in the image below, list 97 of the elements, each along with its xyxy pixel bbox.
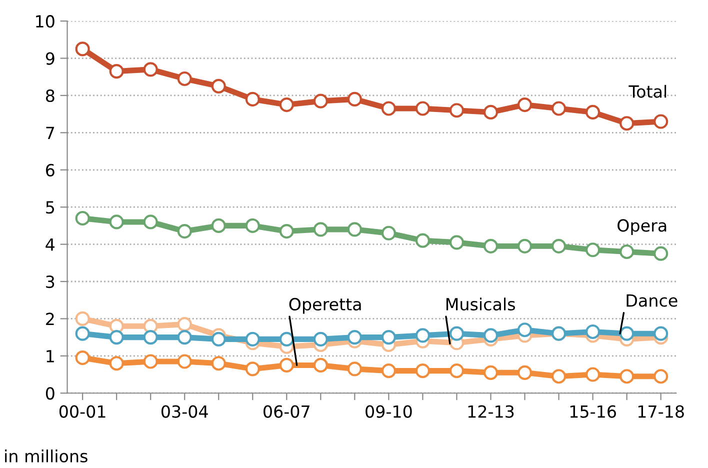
point [449,326,464,341]
y-tick-label: 10 [36,15,54,28]
point [211,332,226,346]
point [381,330,396,345]
point [415,233,430,248]
point [586,324,600,340]
point [551,369,566,384]
point [177,71,192,86]
point [313,222,328,237]
point [245,362,260,376]
point [313,332,328,346]
point [75,210,90,226]
x-tick-label: 17-18 [638,405,684,418]
y-tick-label: 8 [46,89,54,102]
point [75,311,90,326]
point [381,364,396,378]
point [517,322,532,338]
point [279,358,294,373]
point [211,356,226,371]
point [654,326,668,341]
point [109,214,124,230]
point [654,369,668,384]
text: Operetta [289,298,361,314]
x-tick-label: 06-07 [264,405,310,418]
point [620,116,634,131]
y-tick-label: 5 [46,201,54,214]
point [109,64,124,79]
text: in millions [5,450,88,462]
point [449,364,464,378]
point [143,330,158,345]
y-tick-label: 3 [46,275,54,288]
point [654,246,668,261]
point [177,354,192,369]
point [75,350,90,366]
point [245,332,260,346]
point [279,332,294,346]
y-tick-label: 6 [46,164,54,176]
x-tick-label: 00-01 [59,405,106,418]
point [177,316,192,332]
point [483,365,498,380]
point [381,226,396,240]
y-tick-label: 0 [46,387,54,400]
point [177,224,192,239]
point [449,103,464,118]
series-label: Opera [618,219,666,235]
series-label: Musicals [446,298,515,311]
point [313,358,328,373]
x-tick-label: 15-16 [570,405,616,418]
y-tick-label: 4 [46,238,55,251]
point [586,367,600,382]
point [143,62,158,77]
point [415,364,430,378]
point [449,235,464,250]
point [211,78,226,94]
series-label: Dance [626,294,678,307]
point [483,104,498,120]
point [551,238,566,254]
point [109,356,124,371]
x-tick-label: 12-13 [468,405,514,418]
point [347,222,362,237]
point [517,238,532,254]
y-tick-label: 2 [46,312,54,326]
point [347,362,362,376]
point [143,214,158,230]
point [279,224,294,239]
point [177,330,192,345]
point [313,94,328,108]
point [75,42,90,56]
point [211,218,226,233]
point [109,330,124,345]
point [483,238,498,254]
point [620,326,634,341]
y-tick-label: 9 [46,52,54,65]
point [245,218,260,233]
point [620,369,634,384]
point [245,92,260,106]
point [586,242,600,258]
point [620,244,634,260]
x-tick-label: 09-10 [366,405,412,418]
point [75,326,90,341]
y-tick-label: 1 [46,350,54,362]
point [415,328,430,343]
series-label: Total [628,84,666,98]
point [586,104,600,120]
point [517,365,532,380]
point [381,101,396,116]
y-tick-label: 7 [46,126,54,140]
point [415,101,430,116]
point [654,114,668,129]
point [551,101,566,116]
point [517,97,532,112]
point [279,97,294,112]
point [347,330,362,345]
point [347,92,362,106]
point [143,354,158,369]
point [483,328,498,343]
x-tick-label: 03-04 [162,405,208,418]
